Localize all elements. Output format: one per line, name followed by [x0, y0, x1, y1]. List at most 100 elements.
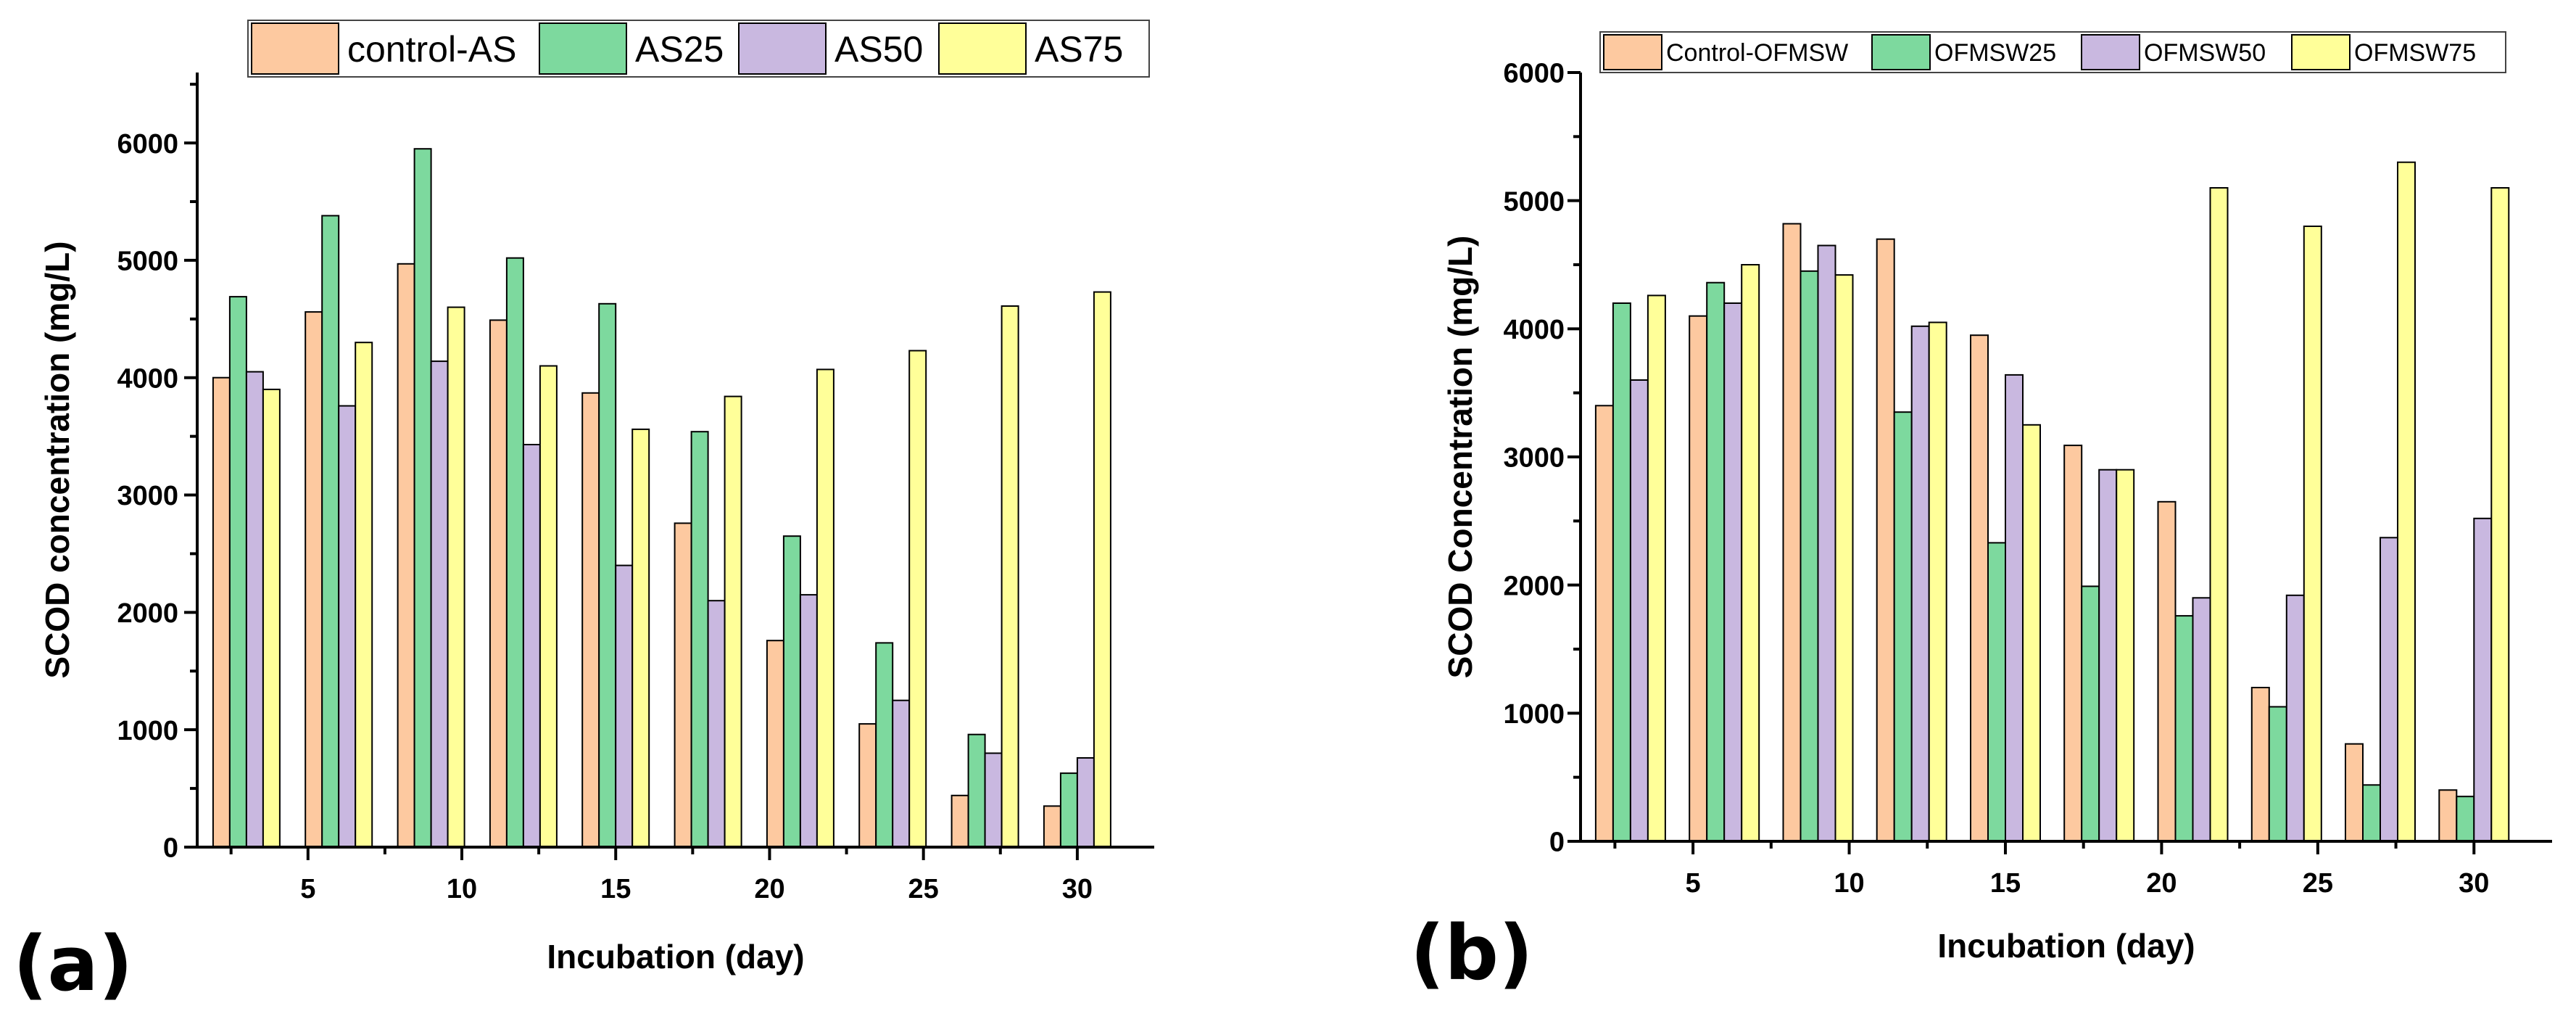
bar-ofmsw25-day-3 — [1612, 302, 1631, 842]
y-tick-label: 1000 — [1503, 699, 1565, 730]
bar-control-as-day-6 — [305, 311, 323, 849]
y-tick-label: 5000 — [1503, 186, 1565, 217]
y-tick-label: 3000 — [1503, 443, 1565, 474]
bar-as25-day-15 — [598, 302, 617, 848]
y-tick-label: 0 — [1549, 828, 1565, 858]
panel-label: (a) — [13, 920, 133, 1008]
x-tick-label: 20 — [2146, 868, 2177, 899]
bar-control-as-day-12 — [489, 319, 508, 848]
bar-ofmsw25-day-27 — [2362, 784, 2381, 843]
y-tick-label: 2000 — [117, 598, 178, 629]
bar-control-as-day-21 — [766, 640, 784, 848]
y-tick-label: 1000 — [117, 716, 178, 746]
bar-ofmsw25-day-30 — [2456, 796, 2475, 842]
bar-as75-day-30 — [1093, 291, 1111, 849]
bar-as25-day-9 — [413, 148, 432, 848]
bar-control-ofmsw-day-12 — [1876, 238, 1895, 842]
bar-control-ofmsw-day-30 — [2438, 789, 2458, 843]
bar-ofmsw50-day-3 — [1629, 379, 1649, 842]
bar-as25-day-3 — [228, 296, 247, 849]
bar-as50-day-18 — [707, 600, 726, 848]
bar-ofmsw75-day-21 — [2209, 187, 2229, 842]
bar-as25-day-24 — [875, 642, 894, 849]
bar-ofmsw50-day-12 — [1910, 325, 1930, 842]
y-tick-label: 2000 — [1503, 571, 1565, 601]
bar-ofmsw75-day-18 — [2116, 469, 2135, 842]
bar-ofmsw25-day-15 — [1987, 542, 2006, 843]
bar-as25-day-21 — [782, 535, 801, 848]
y-tick-label: 3000 — [117, 481, 178, 511]
legend-label: OFMSW75 — [2354, 39, 2476, 67]
bar-control-as-day-3 — [212, 376, 231, 848]
bar-ofmsw50-day-6 — [1723, 302, 1743, 842]
y-axis-title: SCOD concentration (mg/L) — [38, 241, 76, 678]
bar-control-ofmsw-day-9 — [1782, 223, 1802, 842]
bar-ofmsw75-day-24 — [2303, 226, 2322, 842]
y-tick-label: 4000 — [117, 363, 178, 394]
x-tick-label: 20 — [754, 874, 784, 904]
legend-label: AS50 — [834, 29, 923, 70]
bar-control-as-day-9 — [397, 263, 415, 848]
legend-swatch-as25 — [539, 22, 627, 75]
y-tick-label: 6000 — [117, 129, 178, 160]
bar-control-as-day-18 — [674, 522, 692, 849]
bar-ofmsw50-day-18 — [2098, 469, 2118, 842]
bar-as75-day-18 — [724, 395, 742, 848]
legend-label: control-AS — [347, 29, 516, 70]
legend-swatch-as50 — [738, 22, 827, 75]
bar-ofmsw75-day-27 — [2397, 161, 2416, 842]
x-tick-label: 25 — [908, 874, 939, 904]
bar-ofmsw50-day-21 — [2192, 597, 2211, 842]
bar-ofmsw25-day-9 — [1800, 270, 1819, 842]
bar-as50-day-6 — [338, 405, 357, 848]
bar-control-ofmsw-day-15 — [1970, 334, 1989, 842]
bar-as50-day-27 — [984, 752, 1003, 848]
bar-control-ofmsw-day-27 — [2345, 743, 2364, 842]
bar-control-ofmsw-day-6 — [1689, 315, 1708, 842]
legend-label: Control-OFMSW — [1666, 39, 1848, 67]
x-tick-label: 30 — [2459, 868, 2489, 899]
chart-panel-b: 0 1000 2000 3000 4000 5000 6000 5 10 15 20 25 30 Incu… — [1410, 31, 2552, 997]
bar-control-as-day-24 — [858, 723, 877, 848]
y-tick-label: 0 — [163, 833, 178, 864]
y-tick-label: 4000 — [1503, 315, 1565, 345]
bar-control-as-day-15 — [581, 392, 600, 848]
bar-as25-day-12 — [505, 257, 524, 848]
legend-swatch-control-ofmsw — [1603, 34, 1662, 70]
bar-ofmsw25-day-18 — [2081, 585, 2100, 843]
bar-ofmsw50-day-24 — [2285, 594, 2305, 842]
bar-as50-day-15 — [615, 564, 634, 848]
y-tick-label: 6000 — [1503, 59, 1565, 89]
bar-ofmsw50-day-9 — [1817, 244, 1836, 842]
bar-control-as-day-27 — [951, 794, 969, 849]
bar-as75-day-3 — [262, 388, 281, 848]
x-tick-label: 25 — [2303, 868, 2333, 899]
bar-control-ofmsw-day-18 — [2063, 445, 2083, 842]
legend-box — [1599, 31, 2506, 73]
x-tick-label: 15 — [600, 874, 631, 904]
bar-control-as-day-30 — [1043, 805, 1061, 849]
legend-label: OFMSW25 — [1934, 39, 2056, 67]
bar-ofmsw75-day-3 — [1647, 294, 1666, 842]
bar-ofmsw75-day-6 — [1741, 264, 1760, 842]
legend-swatch-ofmsw25 — [1871, 34, 1931, 70]
legend-swatch-as75 — [938, 22, 1027, 75]
bar-ofmsw25-day-12 — [1893, 411, 1913, 842]
bar-ofmsw50-day-15 — [2005, 374, 2024, 842]
bar-ofmsw25-day-24 — [2268, 706, 2287, 842]
bar-ofmsw25-day-21 — [2174, 615, 2194, 842]
bar-control-ofmsw-day-3 — [1594, 405, 1614, 842]
bar-as25-day-30 — [1059, 772, 1078, 848]
y-axis-title: SCOD Concentration (mg/L) — [1441, 236, 1479, 679]
bar-ofmsw50-day-27 — [2380, 537, 2398, 842]
x-tick-label: 10 — [1834, 868, 1864, 899]
bar-as25-day-18 — [690, 431, 709, 848]
legend-label: OFMSW50 — [2144, 39, 2266, 67]
bar-as50-day-9 — [430, 360, 449, 849]
bar-as50-day-3 — [245, 371, 264, 848]
bar-control-ofmsw-day-21 — [2157, 500, 2177, 842]
bar-as50-day-12 — [522, 444, 541, 848]
legend-label: AS75 — [1035, 29, 1123, 70]
bar-ofmsw75-day-9 — [1834, 274, 1854, 843]
